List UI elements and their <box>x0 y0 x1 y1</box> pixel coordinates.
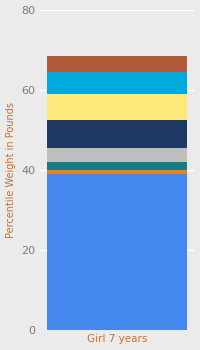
Bar <box>47 174 187 330</box>
Bar <box>47 56 187 71</box>
Bar <box>47 162 187 169</box>
Bar <box>47 93 187 120</box>
Bar <box>47 71 187 93</box>
Bar <box>47 120 187 148</box>
Bar <box>47 169 187 174</box>
Bar <box>47 148 187 162</box>
Y-axis label: Percentile Weight in Pounds: Percentile Weight in Pounds <box>6 102 16 238</box>
